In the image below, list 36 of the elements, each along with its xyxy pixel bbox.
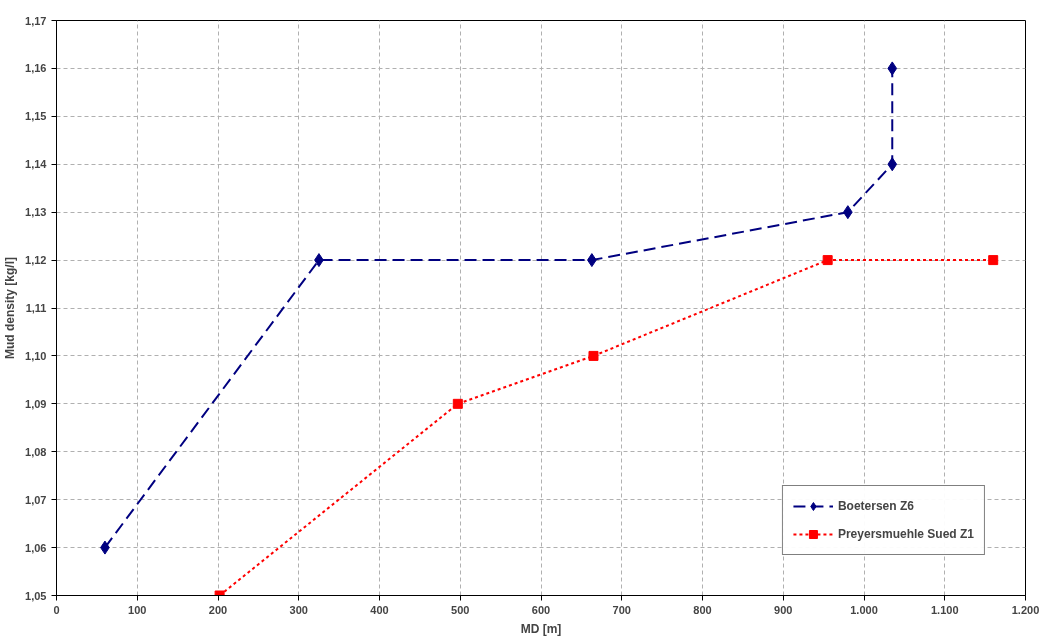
legend-label: Boetersen Z6	[837, 499, 914, 513]
y-tick-label: 1,07	[25, 493, 47, 506]
y-tick-label: 1,16	[25, 62, 47, 75]
y-tick-label: 1,05	[25, 589, 47, 602]
x-tick-label: 900	[774, 603, 793, 616]
y-tick-label: 1,08	[25, 445, 47, 458]
x-tick-label: 200	[208, 603, 228, 616]
x-tick-label: 800	[693, 603, 712, 616]
x-axis-title: MD [m]	[520, 621, 562, 636]
y-tick-label: 1,09	[25, 397, 47, 410]
y-tick-label: 1,11	[25, 302, 47, 314]
point	[452, 398, 463, 409]
x-tick-label: 1.000	[850, 603, 878, 616]
x-tick-label: 700	[612, 603, 631, 616]
y-tick-label: 1,12	[25, 254, 47, 267]
x-tick-label: 300	[289, 603, 308, 616]
x-tick-label: 400	[370, 603, 389, 616]
y-tick-label: 1,10	[25, 349, 47, 362]
point	[887, 157, 898, 172]
point	[588, 350, 599, 361]
x-tick-label: 1.100	[930, 603, 959, 616]
y-tick-label: 1,15	[25, 110, 47, 123]
x-tick-label: 100	[128, 603, 147, 616]
y-tick-label: 1,14	[25, 158, 48, 171]
x-tick-label: 600	[531, 603, 551, 616]
y-tick-label: 1,06	[25, 541, 47, 554]
y-axis-title: Mud density [kg/l]	[3, 257, 18, 359]
y-tick-label: 1,13	[25, 206, 47, 219]
point	[988, 255, 999, 266]
legend-label: Preyersmuehle Sued Z1	[837, 527, 974, 541]
x-tick-label: 500	[451, 603, 470, 616]
point	[887, 61, 898, 76]
y-tick-label: 1,17	[25, 14, 47, 27]
x-tick-label: 1.200	[1011, 603, 1040, 616]
x-tick-label: 0	[53, 603, 60, 616]
point	[822, 255, 833, 266]
